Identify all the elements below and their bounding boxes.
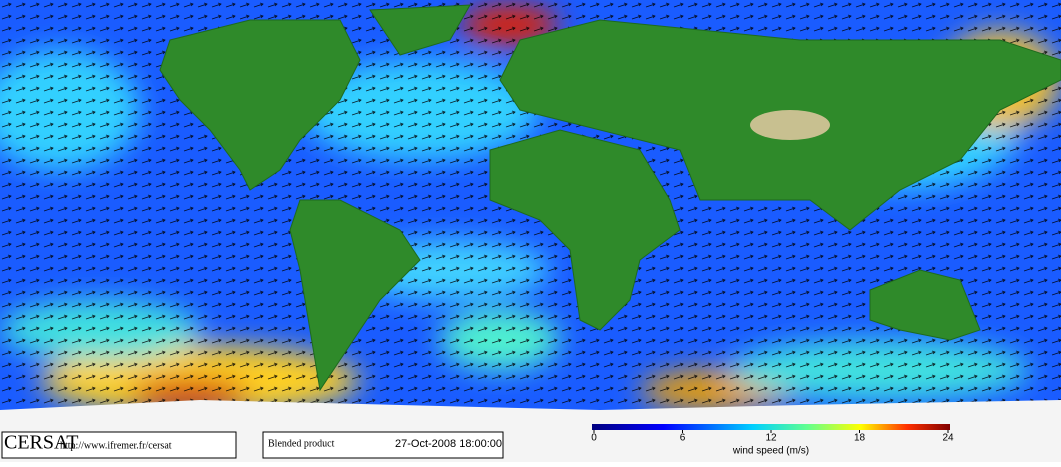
footer: CERSAT http://www.ifremer.fr/cersat Blen… [1, 431, 504, 459]
tick-label: 24 [942, 433, 954, 444]
tick-label: 12 [765, 433, 777, 444]
colorbar: wind speed (m/s) 0 6 12 18 24 [591, 424, 954, 457]
url: http://www.ifremer.fr/cersat [60, 440, 172, 451]
logo: CERSAT [4, 432, 78, 454]
date: 27-Oct-2008 18:00:00 [395, 438, 502, 450]
land [0, 4, 1061, 462]
product: Blended product [268, 438, 335, 449]
tick-label: 18 [854, 433, 866, 444]
tick-label: 0 [591, 433, 597, 444]
tick-label: 6 [680, 433, 686, 444]
colorbar-scale [592, 424, 950, 430]
info-box [262, 431, 504, 459]
colorbar-label: wind speed (m/s) [732, 446, 809, 457]
logo-box [1, 431, 237, 459]
